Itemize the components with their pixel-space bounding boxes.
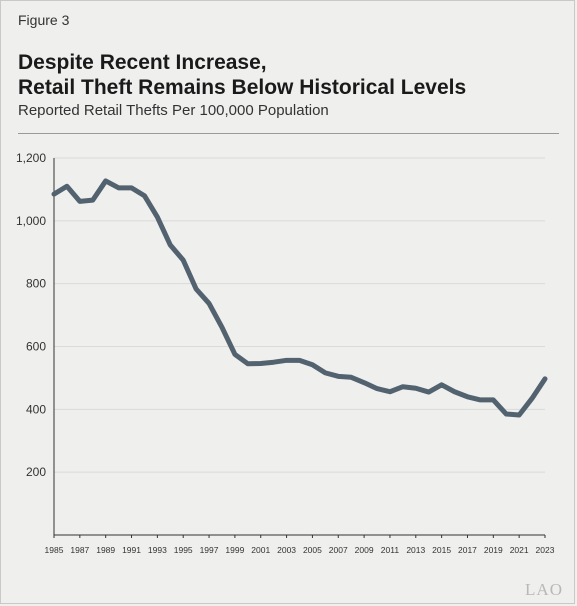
x-tick-label: 2015 [432, 545, 451, 555]
x-tick-label: 2021 [510, 545, 529, 555]
data-point [181, 258, 186, 263]
line-chart: 200 400 600 800 1,000 1,200 1985 1987 1989 1991 19… [16, 151, 555, 555]
chart-subtitle: Reported Retail Thefts Per 100,000 Popul… [18, 102, 329, 119]
x-tick-label: 1995 [174, 545, 193, 555]
data-point [297, 358, 302, 363]
y-tick-label: 400 [26, 402, 46, 416]
data-point [465, 394, 470, 399]
data-point [362, 380, 367, 385]
data-point [349, 375, 354, 380]
data-point [387, 389, 392, 394]
x-tick-label: 1985 [45, 545, 64, 555]
data-point [77, 199, 82, 204]
x-tick-label: 2009 [355, 545, 374, 555]
data-point [207, 301, 212, 306]
data-point [478, 397, 483, 402]
series-line [51, 178, 548, 418]
x-tick-label: 2001 [251, 545, 270, 555]
data-point [52, 192, 57, 197]
y-tick-label: 1,200 [16, 151, 46, 165]
data-point [543, 376, 548, 381]
chart-title-line-1: Despite Recent Increase, [18, 51, 267, 74]
data-point [413, 386, 418, 391]
x-tick-label: 2019 [484, 545, 503, 555]
data-point [375, 386, 380, 391]
x-tick-label: 2013 [406, 545, 425, 555]
data-point [116, 185, 121, 190]
data-point [155, 215, 160, 220]
data-point [232, 352, 237, 357]
title-divider [18, 133, 559, 134]
data-point [129, 185, 134, 190]
data-point [323, 370, 328, 375]
x-tick-label: 2003 [277, 545, 296, 555]
data-point [64, 184, 69, 189]
x-tick-label: 2007 [329, 545, 348, 555]
y-tick-label: 1,000 [16, 214, 46, 228]
data-point [142, 193, 147, 198]
x-tick-label: 1997 [200, 545, 219, 555]
x-tick-label: 2005 [303, 545, 322, 555]
data-point [517, 412, 522, 417]
y-tick-label: 800 [26, 277, 46, 291]
data-point [530, 396, 535, 401]
lao-watermark: LAO [525, 580, 563, 599]
data-point [245, 361, 250, 366]
data-point [103, 178, 108, 183]
data-point [194, 287, 199, 292]
x-tick-label: 1999 [225, 545, 244, 555]
data-point [336, 374, 341, 379]
figure-label: Figure 3 [18, 12, 70, 28]
x-tick-label: 1991 [122, 545, 141, 555]
chart-title-line-2: Retail Theft Remains Below Historical Le… [18, 76, 467, 99]
data-point [271, 360, 276, 365]
data-point [491, 397, 496, 402]
data-point [452, 389, 457, 394]
x-tick-label: 2011 [381, 545, 400, 555]
x-tick-label: 1989 [96, 545, 115, 555]
data-point [426, 390, 431, 395]
data-point [258, 361, 263, 366]
x-tick-label: 2017 [458, 545, 477, 555]
data-point [439, 382, 444, 387]
x-tick-label: 1993 [148, 545, 167, 555]
y-tick-label: 200 [26, 465, 46, 479]
y-tick-label: 600 [26, 340, 46, 354]
data-point [90, 198, 95, 203]
x-tick-label: 2023 [536, 545, 555, 555]
data-point [284, 358, 289, 363]
data-point [219, 325, 224, 330]
data-point [310, 362, 315, 367]
data-point [168, 243, 173, 248]
chart-title: Despite Recent Increase, Retail Theft Re… [18, 50, 558, 100]
x-tick-label: 1987 [70, 545, 89, 555]
data-point [504, 412, 509, 417]
data-point [400, 384, 405, 389]
